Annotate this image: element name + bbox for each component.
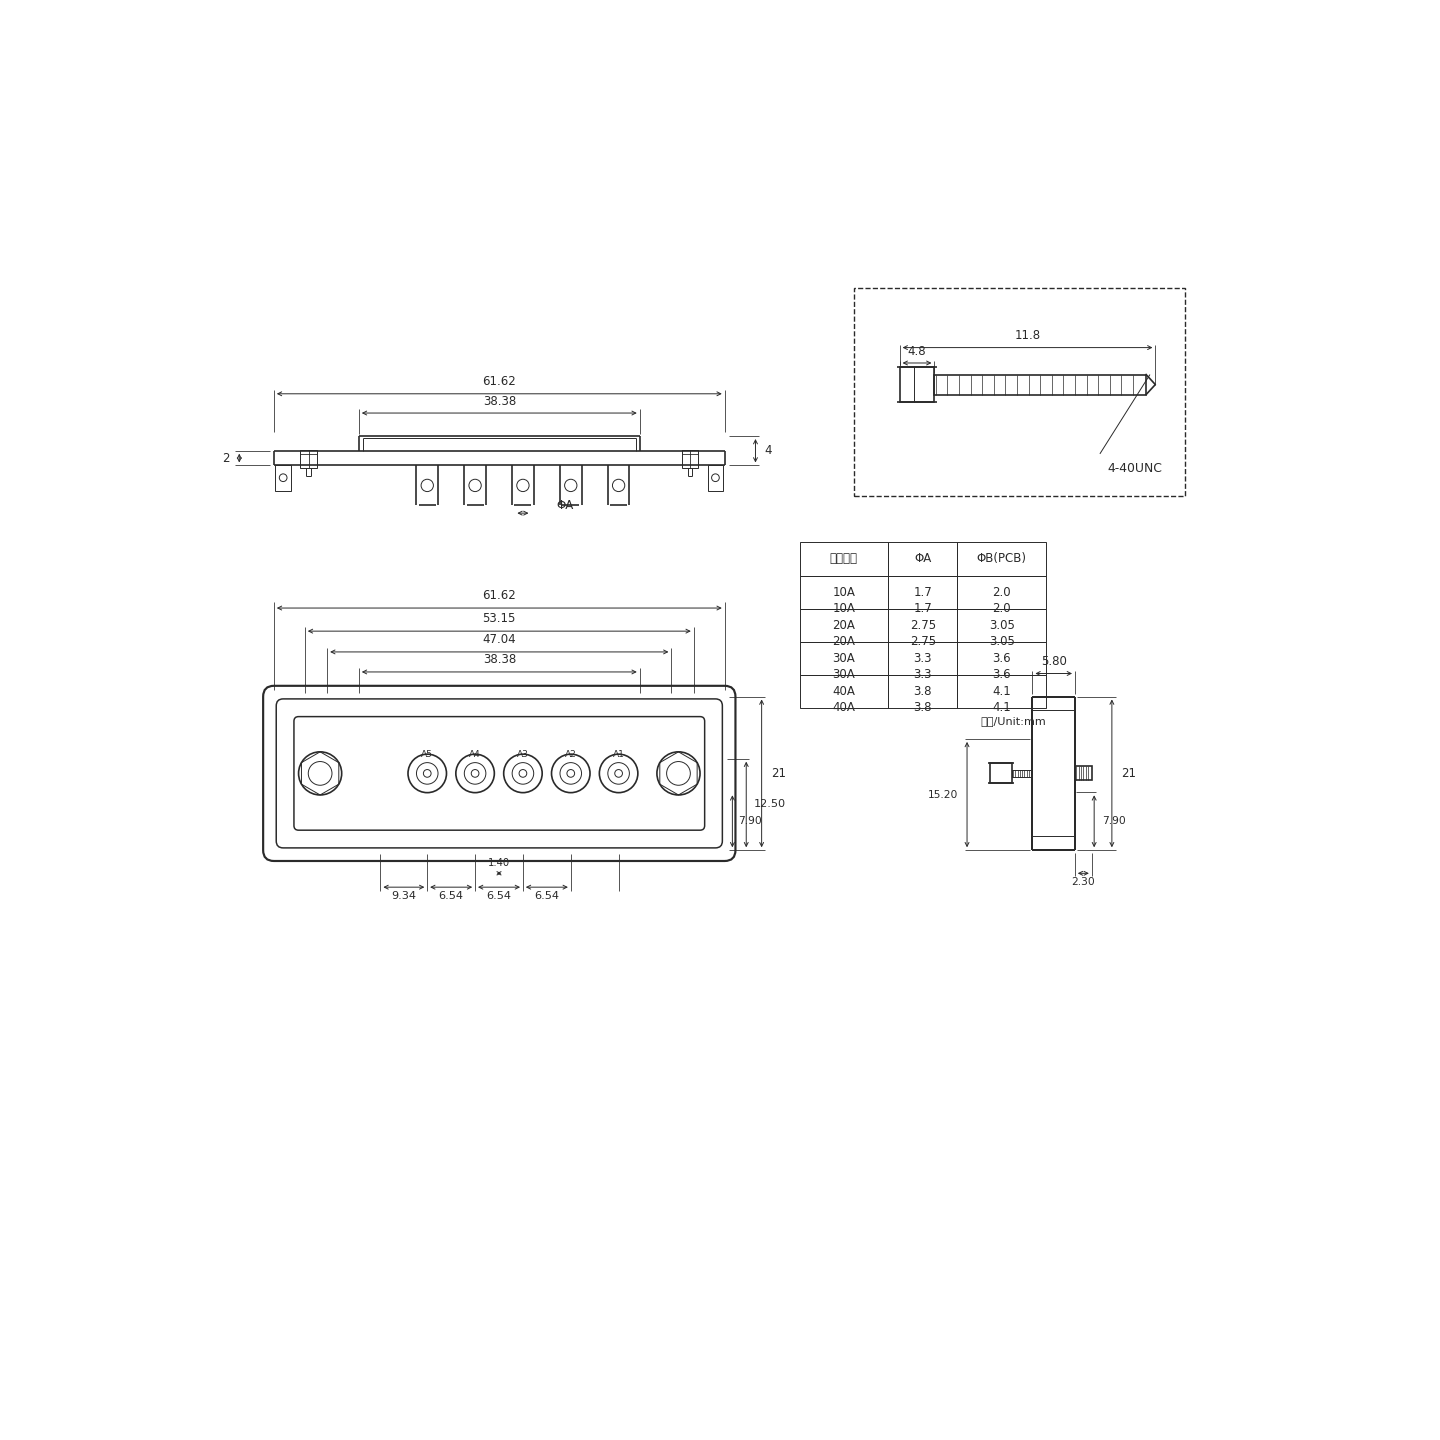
- Text: 12.50: 12.50: [755, 799, 786, 809]
- Text: 30A: 30A: [832, 668, 855, 681]
- Text: 3.8: 3.8: [913, 685, 932, 698]
- Text: 4.1: 4.1: [992, 685, 1011, 698]
- Text: 21: 21: [1122, 768, 1136, 780]
- Text: 1.40: 1.40: [488, 858, 510, 868]
- Bar: [888, 609, 958, 642]
- Text: 1.7: 1.7: [913, 602, 932, 615]
- Text: 4.8: 4.8: [907, 344, 926, 357]
- Bar: [1012, 769, 1032, 778]
- Bar: [854, 288, 1185, 497]
- Text: 1.7: 1.7: [913, 586, 932, 599]
- Text: A2: A2: [564, 750, 576, 759]
- Text: 61.62: 61.62: [482, 376, 516, 389]
- Bar: [300, 449, 317, 468]
- Text: 30A: 30A: [832, 652, 855, 665]
- Bar: [799, 609, 888, 642]
- Bar: [958, 543, 1045, 576]
- Text: 38.38: 38.38: [482, 395, 516, 408]
- Bar: [958, 675, 1045, 708]
- Text: 40A: 40A: [832, 685, 855, 698]
- Bar: [888, 675, 958, 708]
- Text: 单位/Unit:mm: 单位/Unit:mm: [981, 716, 1045, 726]
- Text: 2.75: 2.75: [910, 619, 936, 632]
- Text: 20A: 20A: [832, 619, 855, 632]
- Text: 2.0: 2.0: [992, 586, 1011, 599]
- Bar: [888, 576, 958, 609]
- Text: 4-40UNC: 4-40UNC: [1107, 462, 1162, 475]
- Bar: [799, 543, 888, 576]
- Text: 3.3: 3.3: [913, 652, 932, 665]
- Text: 10A: 10A: [832, 602, 855, 615]
- Bar: [681, 449, 698, 468]
- Text: ΦA: ΦA: [914, 553, 932, 566]
- Text: 40A: 40A: [832, 701, 855, 714]
- Text: 38.38: 38.38: [482, 652, 516, 665]
- Text: 2.30: 2.30: [1071, 877, 1096, 887]
- Text: 2.0: 2.0: [992, 602, 1011, 615]
- Text: 6.54: 6.54: [439, 891, 464, 901]
- Text: 6.54: 6.54: [487, 891, 511, 901]
- Text: A1: A1: [612, 750, 625, 759]
- Text: 5.80: 5.80: [1041, 655, 1067, 668]
- Text: 47.04: 47.04: [482, 632, 516, 645]
- Text: 9.34: 9.34: [392, 891, 416, 901]
- Text: A3: A3: [517, 750, 528, 759]
- Bar: [958, 642, 1045, 675]
- Text: 3.3: 3.3: [913, 668, 932, 681]
- Text: A5: A5: [422, 750, 433, 759]
- Bar: [799, 576, 888, 609]
- Bar: [1074, 766, 1092, 780]
- Text: 3.05: 3.05: [989, 619, 1015, 632]
- Bar: [958, 576, 1045, 609]
- Bar: [888, 543, 958, 576]
- Text: 3.6: 3.6: [992, 668, 1011, 681]
- Text: ΦA: ΦA: [557, 500, 575, 513]
- Text: 20A: 20A: [832, 635, 855, 648]
- Text: 53.15: 53.15: [482, 612, 516, 625]
- Text: 3.6: 3.6: [992, 652, 1011, 665]
- Text: 7.90: 7.90: [1102, 816, 1126, 827]
- Text: 11.8: 11.8: [1014, 330, 1041, 343]
- Text: 10A: 10A: [832, 586, 855, 599]
- Bar: [888, 642, 958, 675]
- Text: ΦB(PCB): ΦB(PCB): [976, 553, 1027, 566]
- Text: 7.90: 7.90: [739, 816, 762, 827]
- Text: 21: 21: [770, 768, 786, 780]
- Text: 4.1: 4.1: [992, 701, 1011, 714]
- Text: 61.62: 61.62: [482, 589, 516, 602]
- Text: 15.20: 15.20: [927, 789, 958, 799]
- Text: 2: 2: [223, 452, 230, 465]
- Bar: [935, 374, 1146, 395]
- Bar: [799, 642, 888, 675]
- Text: 2.75: 2.75: [910, 635, 936, 648]
- Bar: [991, 763, 1012, 783]
- Text: 6.54: 6.54: [534, 891, 559, 901]
- Bar: [275, 465, 291, 491]
- Text: 3.05: 3.05: [989, 635, 1015, 648]
- Text: A4: A4: [469, 750, 481, 759]
- Text: 3.8: 3.8: [913, 701, 932, 714]
- Text: 额定电流: 额定电流: [829, 553, 858, 566]
- Bar: [958, 609, 1045, 642]
- Text: 4: 4: [765, 445, 772, 458]
- Bar: [799, 675, 888, 708]
- Bar: [900, 367, 935, 402]
- Bar: [707, 465, 723, 491]
